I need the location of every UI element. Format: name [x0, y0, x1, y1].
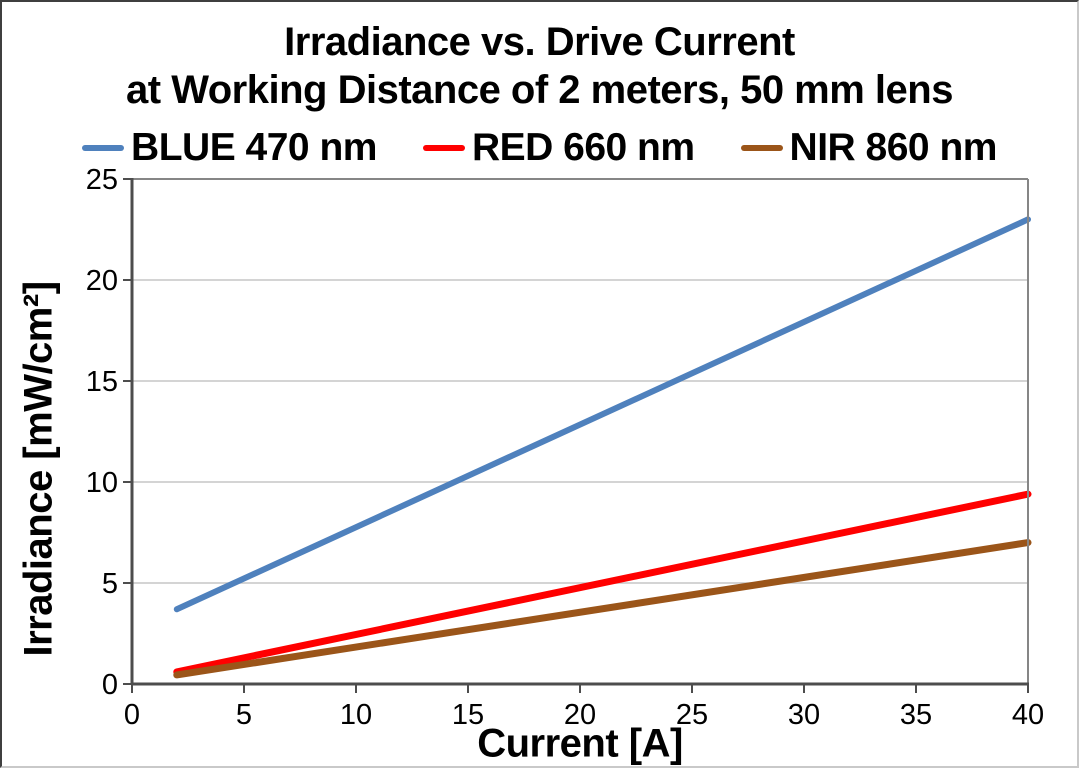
series-lines: [173, 216, 1032, 679]
x-tick-label: 30: [788, 699, 820, 731]
chart-title-line1: Irradiance vs. Drive Current: [284, 20, 795, 64]
chart-title: Irradiance vs. Drive Current at Working …: [2, 18, 1077, 114]
red-line-swatch-icon: [422, 145, 465, 151]
x-tick-label: 25: [676, 699, 708, 731]
y-tick-label: 20: [86, 265, 118, 297]
x-tick-label: 0: [124, 699, 140, 731]
x-tick-label: 40: [1012, 699, 1044, 731]
series-line-red-660-nm: [173, 490, 1032, 676]
x-tick-label: 35: [900, 699, 932, 731]
y-tick-label: 5: [102, 568, 118, 600]
legend-label-red: RED 660 nm: [471, 126, 695, 169]
blue-line-swatch-icon: [82, 145, 125, 151]
axis-ticks: [123, 178, 1029, 693]
tick-labels: 0 5 10 15 20 25 30 35 40 0 5 10 15 20 25: [86, 164, 1044, 731]
x-tick-label: 15: [452, 699, 484, 731]
legend-item-red: RED 660 nm: [422, 126, 695, 170]
x-tick-label: 10: [340, 699, 372, 731]
legend-label-blue: BLUE 470 nm: [131, 126, 377, 169]
series-line-nir-860-nm: [173, 539, 1032, 679]
series-line-blue-470-nm: [173, 216, 1031, 613]
legend-item-nir: NIR 860 nm: [740, 126, 998, 170]
legend-label-nir: NIR 860 nm: [789, 126, 998, 169]
x-axis-title: Current [A]: [477, 721, 683, 766]
y-tick-label: 10: [86, 467, 118, 499]
y-tick-label: 0: [102, 669, 118, 701]
y-tick-label: 25: [86, 164, 118, 196]
plot-border: [130, 178, 1029, 686]
legend-item-blue: BLUE 470 nm: [82, 126, 377, 170]
x-tick-label: 5: [236, 699, 252, 731]
nir-line-swatch-icon: [740, 145, 783, 151]
legend: BLUE 470 nm RED 660 nm NIR 860 nm: [2, 126, 1077, 170]
x-tick-label: 20: [564, 699, 596, 731]
chart-title-line2: at Working Distance of 2 meters, 50 mm l…: [126, 68, 953, 112]
y-tick-label: 15: [86, 366, 118, 398]
